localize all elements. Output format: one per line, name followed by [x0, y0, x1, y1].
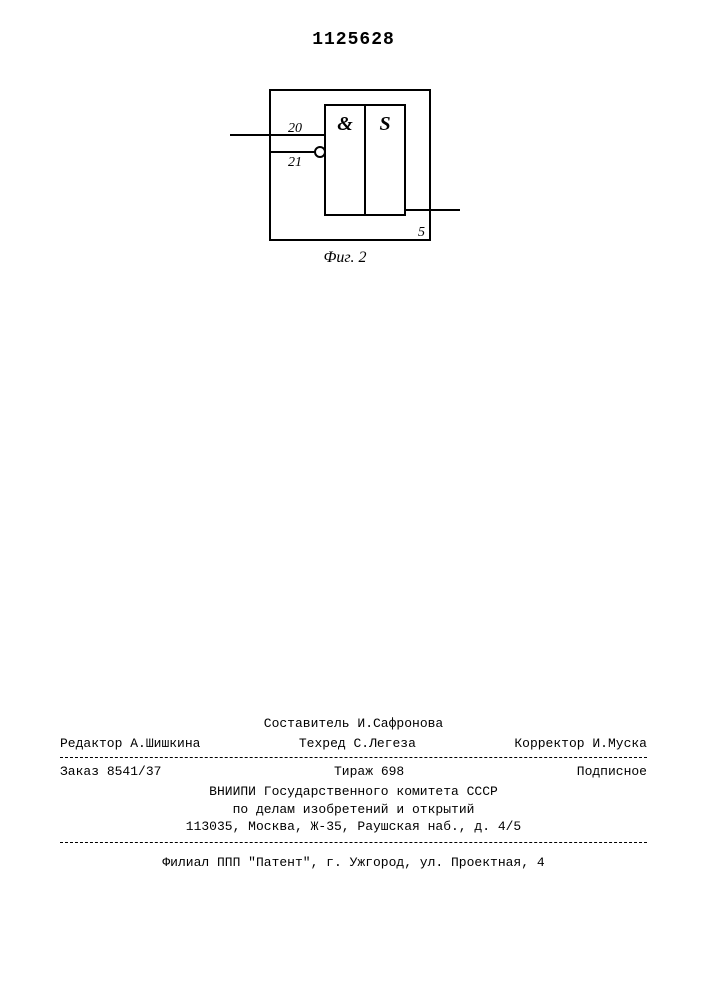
label-in-bot: 21	[288, 155, 302, 170]
dashed-rule-1	[60, 757, 647, 758]
dashed-rule-2	[60, 842, 647, 843]
printrun-label: Тираж	[334, 764, 373, 779]
doc-number: 1125628	[0, 30, 707, 50]
compiler-name: И.Сафронова	[357, 716, 443, 731]
figure-caption: Фиг. 2	[324, 249, 367, 266]
printrun-value: 698	[381, 764, 404, 779]
compiler-label: Составитель	[264, 716, 350, 731]
label-out: 5	[418, 225, 425, 240]
org-address: 113035, Москва, Ж-35, Раушская наб., д. …	[60, 818, 647, 836]
gate-left-symbol: &	[337, 113, 353, 135]
corrector-name: И.Муска	[592, 736, 647, 751]
techred-label: Техред	[299, 736, 346, 751]
org-line-1: ВНИИПИ Государственного комитета СССР	[60, 783, 647, 801]
editor-label: Редактор	[60, 736, 122, 751]
figure-2-diagram: & S 20 21 5 Фиг. 2	[230, 80, 460, 280]
org-line-2: по делам изобретений и открытий	[60, 801, 647, 819]
corrector-label: Корректор	[514, 736, 584, 751]
order-label: Заказ	[60, 764, 99, 779]
inversion-bubble	[315, 147, 325, 157]
order-value: 8541/37	[107, 764, 162, 779]
label-in-top: 20	[288, 121, 302, 136]
credits-block: Составитель И.Сафронова Редактор А.Шишки…	[60, 713, 647, 870]
subscription: Подписное	[577, 764, 647, 779]
footer-branch: Филиал ППП "Патент", г. Ужгород, ул. Про…	[60, 847, 647, 870]
techred-name: С.Легеза	[354, 736, 416, 751]
editor-name: А.Шишкина	[130, 736, 200, 751]
gate-right-symbol: S	[379, 113, 390, 135]
